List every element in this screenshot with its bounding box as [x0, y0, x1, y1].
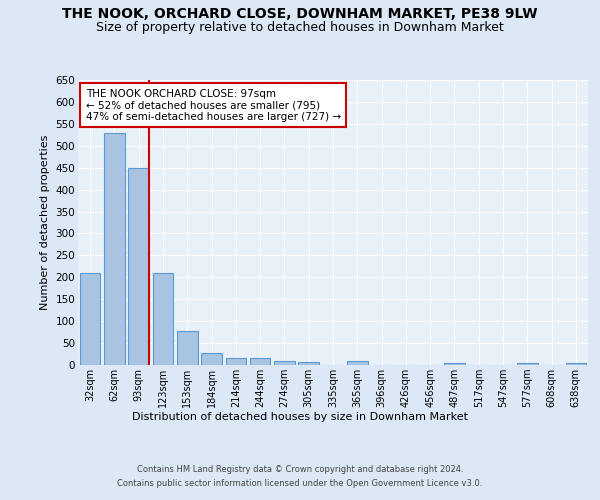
Y-axis label: Number of detached properties: Number of detached properties [40, 135, 50, 310]
Bar [347, 362, 368, 365]
Text: THE NOOK ORCHARD CLOSE: 97sqm
← 52% of detached houses are smaller (795)
47% of : THE NOOK ORCHARD CLOSE: 97sqm ← 52% of d… [86, 88, 341, 122]
Text: Size of property relative to detached houses in Downham Market: Size of property relative to detached ho… [96, 21, 504, 34]
Text: THE NOOK, ORCHARD CLOSE, DOWNHAM MARKET, PE38 9LW: THE NOOK, ORCHARD CLOSE, DOWNHAM MARKET,… [62, 8, 538, 22]
Bar [566, 363, 586, 365]
Bar [104, 132, 125, 365]
Bar [201, 353, 222, 365]
Text: Distribution of detached houses by size in Downham Market: Distribution of detached houses by size … [132, 412, 468, 422]
Bar [226, 358, 246, 365]
Text: Contains HM Land Registry data © Crown copyright and database right 2024.: Contains HM Land Registry data © Crown c… [137, 465, 463, 474]
Bar [298, 362, 319, 365]
Bar [128, 168, 149, 365]
Bar [517, 363, 538, 365]
Bar [177, 331, 197, 365]
Bar [80, 273, 100, 365]
Text: Contains public sector information licensed under the Open Government Licence v3: Contains public sector information licen… [118, 479, 482, 488]
Bar [152, 273, 173, 365]
Bar [250, 358, 271, 365]
Bar [274, 360, 295, 365]
Bar [444, 363, 465, 365]
